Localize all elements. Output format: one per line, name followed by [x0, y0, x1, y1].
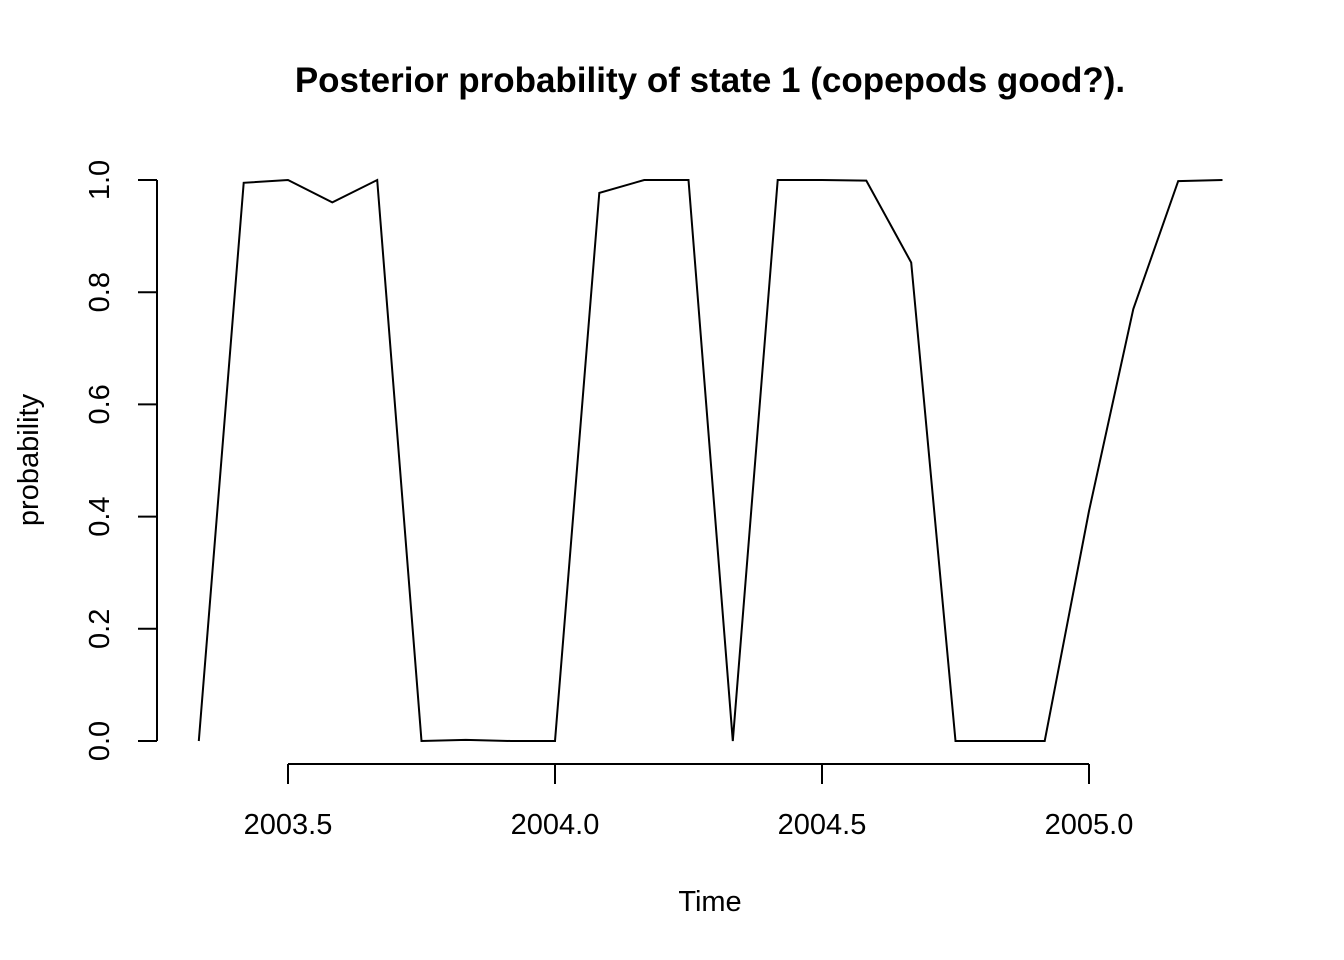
y-axis: 0.0 0.2 0.4 0.6 0.8 1.0 [84, 160, 158, 761]
x-tick-label: 2004.5 [778, 809, 867, 841]
x-tick-label: 2004.0 [511, 809, 600, 841]
y-tick-label: 0.0 [84, 721, 116, 761]
x-tick-label: 2003.5 [244, 809, 333, 841]
series-line [197, 178, 1223, 743]
y-tick-label: 1.0 [84, 160, 116, 200]
y-axis-label: probability [13, 393, 45, 526]
y-tick-label: 0.8 [84, 272, 116, 312]
y-tick-label: 0.6 [84, 384, 116, 424]
chart-title: Posterior probability of state 1 (copepo… [295, 61, 1125, 100]
series-group [197, 178, 1223, 743]
x-axis-label: Time [678, 886, 741, 918]
y-tick-label: 0.2 [84, 609, 116, 649]
x-axis: 2003.5 2004.0 2004.5 2005.0 [244, 763, 1134, 841]
y-tick-label: 0.4 [84, 496, 116, 536]
x-tick-label: 2005.0 [1045, 809, 1134, 841]
